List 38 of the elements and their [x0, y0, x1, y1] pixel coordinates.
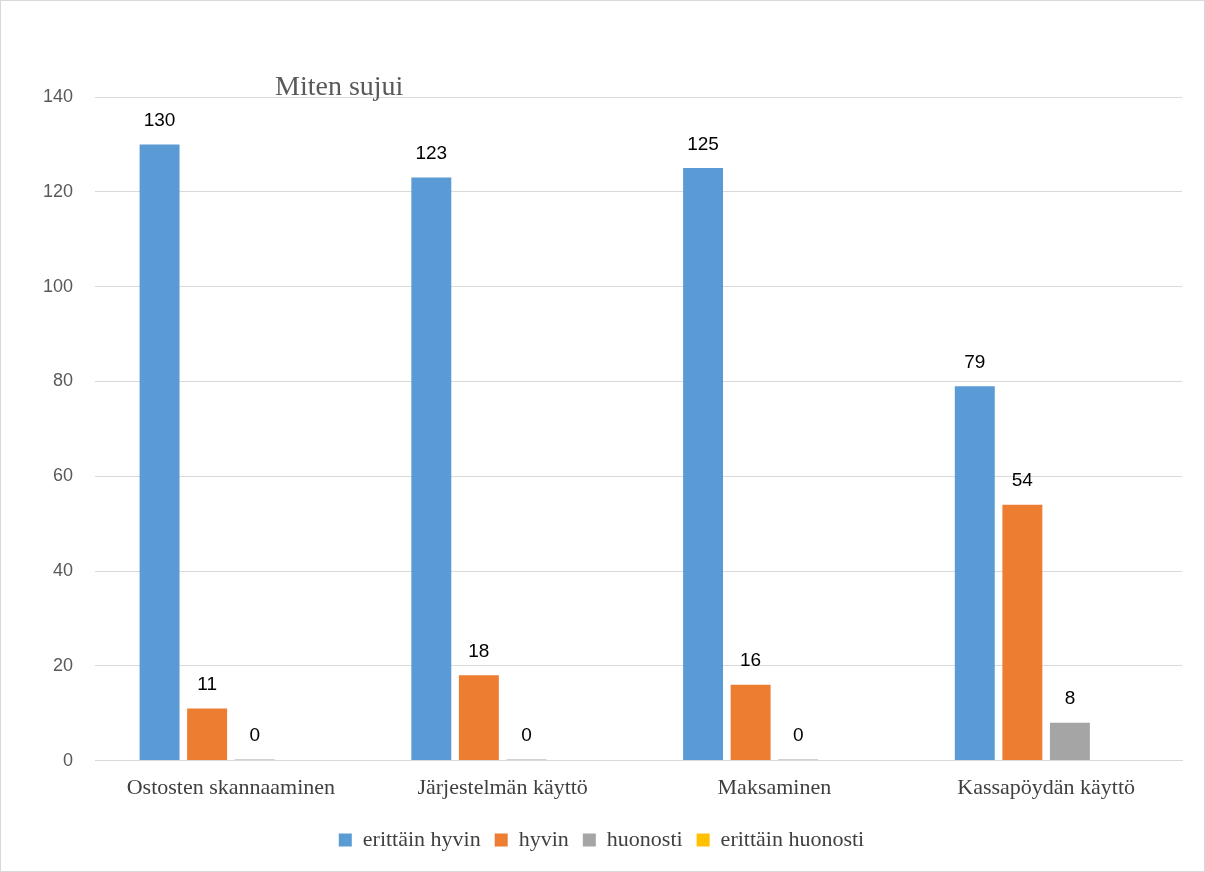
x-tick-label: Maksaminen	[717, 773, 832, 799]
x-tick-label: Ostosten skannaaminen	[126, 773, 336, 799]
bar	[139, 144, 180, 761]
y-tick-label: 60	[53, 465, 74, 486]
data-label: 11	[197, 673, 217, 695]
bar	[411, 177, 452, 761]
bar	[954, 386, 995, 761]
y-tick-label: 0	[63, 749, 74, 770]
data-label: 125	[687, 132, 719, 154]
legend-label: huonosti	[606, 825, 683, 851]
data-label: 0	[249, 724, 260, 746]
data-label: 18	[468, 640, 490, 662]
data-label: 54	[1011, 469, 1034, 491]
bar	[458, 675, 499, 761]
data-label: 79	[964, 350, 986, 372]
data-label: 8	[1064, 687, 1076, 709]
chart-title: Miten sujui	[275, 70, 404, 101]
legend-label: erittäin huonosti	[720, 825, 865, 851]
y-tick-label: 100	[42, 275, 74, 296]
y-tick-label: 80	[53, 370, 74, 391]
data-label: 130	[143, 109, 176, 131]
y-tick-label: 120	[42, 180, 74, 201]
y-tick-label: 140	[42, 85, 74, 106]
legend-label: hyvin	[518, 825, 569, 851]
bar	[1002, 504, 1043, 761]
x-tick-label: Järjestelmän käyttö	[417, 773, 588, 799]
x-tick-label: Kassapöydän käyttö	[957, 773, 1136, 799]
y-tick-label: 40	[53, 559, 74, 580]
data-label: 0	[521, 724, 532, 746]
data-label: 16	[740, 649, 762, 671]
legend-label: erittäin hyvin	[362, 825, 481, 851]
data-label: 123	[415, 142, 448, 164]
y-tick-label: 20	[53, 654, 74, 675]
bar	[683, 168, 724, 761]
data-label: 0	[792, 724, 804, 746]
bar	[730, 684, 771, 761]
bar	[187, 708, 228, 761]
bar	[1049, 722, 1090, 761]
